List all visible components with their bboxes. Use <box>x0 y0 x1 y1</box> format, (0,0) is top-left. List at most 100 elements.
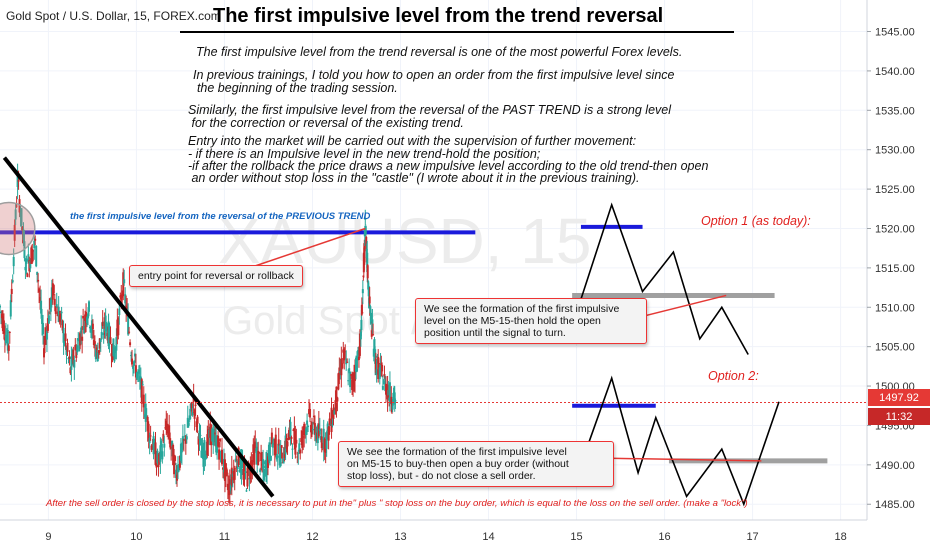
time-tick-label: 18 <box>834 531 846 543</box>
candle-body <box>290 437 293 439</box>
candle-body <box>341 363 344 369</box>
candle-body <box>195 421 198 428</box>
candle-body <box>34 238 37 241</box>
candle-body <box>132 366 135 369</box>
candle-body <box>213 428 216 443</box>
candle-body <box>183 435 186 437</box>
candle-body <box>198 430 201 440</box>
candle-body <box>135 372 138 379</box>
candle-body <box>81 336 84 341</box>
candle-body <box>348 368 351 372</box>
candle-body <box>370 330 373 337</box>
candle-body <box>330 407 333 433</box>
time-tick-label: 9 <box>45 531 51 543</box>
candle-body <box>0 311 2 314</box>
candle-body <box>87 313 90 319</box>
candle-body <box>2 320 5 334</box>
entry-point-callout[interactable]: entry point for reversal or rollback <box>129 265 303 287</box>
candle-body <box>66 342 69 352</box>
price-tick-label: 1485.00 <box>875 499 915 511</box>
candle-body <box>99 339 102 342</box>
candle-body <box>161 451 164 460</box>
candle-body <box>102 332 105 336</box>
candle-body <box>21 227 24 231</box>
candle-body <box>96 352 99 362</box>
price-path <box>0 163 397 505</box>
candle-body <box>29 261 32 269</box>
candle-body <box>325 432 328 449</box>
price-tick-label: 1505.00 <box>875 342 915 354</box>
candle-body <box>22 229 25 241</box>
candle-body <box>370 312 373 320</box>
candle-body <box>20 208 23 226</box>
candle-body <box>68 356 71 359</box>
candle-body <box>94 349 97 360</box>
candle-body <box>336 397 339 402</box>
candle-body <box>10 288 13 294</box>
price-tick-label: 1540.00 <box>875 66 915 78</box>
candle-body <box>118 308 121 316</box>
entry-callout-pointer <box>254 227 366 267</box>
candle-body <box>12 256 15 267</box>
candle-body <box>296 456 299 458</box>
candle-body <box>46 318 49 331</box>
candle-body <box>241 461 244 465</box>
candle-body <box>7 345 10 351</box>
candle-body <box>375 369 378 375</box>
candle-body <box>244 471 247 473</box>
candle-body <box>57 306 60 322</box>
candle-body <box>140 379 143 404</box>
candle-body <box>385 383 388 395</box>
candle-body <box>282 458 285 464</box>
candle-body <box>371 319 374 329</box>
price-tick-label: 1510.00 <box>875 302 915 314</box>
candle-body <box>82 315 85 319</box>
candle-body <box>6 330 9 351</box>
candle-body <box>366 265 369 279</box>
candle-body <box>246 467 249 487</box>
lock-note: After the sell order is closed by the st… <box>46 498 748 509</box>
m5-15-callout[interactable]: We see the formation of the first impuls… <box>415 298 647 344</box>
candle-body <box>217 435 220 447</box>
candle-body <box>346 361 349 363</box>
candle-body <box>97 350 100 353</box>
candle-body <box>108 325 111 344</box>
candle-body <box>156 450 159 464</box>
candle-body <box>333 410 336 415</box>
candle-body <box>120 295 123 305</box>
candle-body <box>354 370 357 381</box>
reversal-zone-circle <box>0 201 36 256</box>
candle-body <box>258 452 261 454</box>
candle-body <box>356 350 359 355</box>
candle-body <box>268 442 271 461</box>
price-tick-label: 1530.00 <box>875 145 915 157</box>
candle-body <box>69 367 72 374</box>
candle-body <box>376 355 379 358</box>
candle-body <box>155 459 158 468</box>
candle-body <box>387 390 390 396</box>
candle-body <box>269 455 272 461</box>
candle-body <box>355 358 358 372</box>
buy-order-callout[interactable]: We see the formation of the first impuls… <box>338 441 614 487</box>
candle-body <box>52 285 55 294</box>
candle-body <box>236 461 239 470</box>
candle-body <box>188 415 191 420</box>
candle-body <box>240 456 243 476</box>
candle-body <box>154 442 157 465</box>
candle-body <box>225 469 228 474</box>
candle-body <box>254 441 257 448</box>
candle-body <box>251 459 254 470</box>
candle-body <box>216 441 219 453</box>
candle-body <box>41 318 44 324</box>
candle-body <box>13 224 16 241</box>
candle-body <box>9 300 12 317</box>
candle-body <box>0 305 1 308</box>
candle-body <box>113 352 116 362</box>
time-axis-bg <box>0 520 932 550</box>
candle-body <box>8 332 11 334</box>
candle-body <box>234 458 237 462</box>
candle-body <box>264 461 267 465</box>
candle-body <box>39 297 42 302</box>
candle-body <box>364 226 367 235</box>
candle-body <box>352 373 355 388</box>
